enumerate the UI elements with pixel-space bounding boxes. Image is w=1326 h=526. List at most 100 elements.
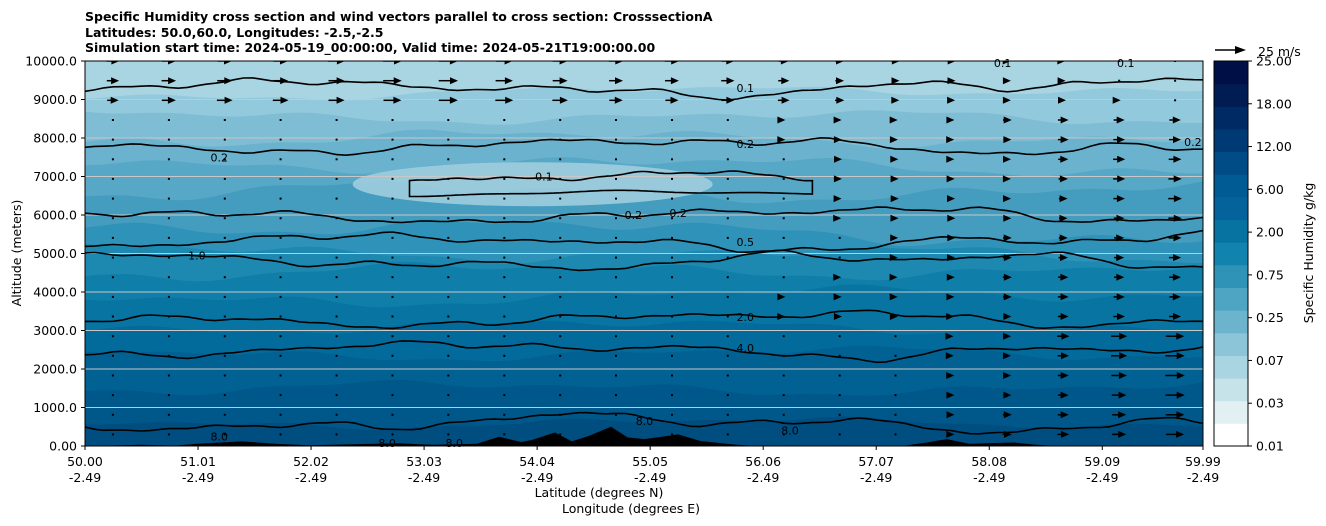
wind-arrow bbox=[167, 315, 170, 318]
wind-arrow bbox=[272, 96, 289, 104]
wind-arrow bbox=[782, 236, 785, 239]
wind-arrow bbox=[1113, 175, 1126, 183]
wind-arrow bbox=[223, 236, 226, 239]
wind-arrow bbox=[838, 433, 841, 436]
wind-arrow bbox=[889, 254, 898, 262]
wind-arrow bbox=[111, 335, 114, 338]
colorbar-segment bbox=[1214, 400, 1248, 424]
wind-arrow bbox=[726, 276, 729, 279]
contour-label: 8.0 bbox=[378, 437, 396, 450]
wind-arrow bbox=[947, 195, 955, 203]
colorbar-segment bbox=[1214, 196, 1248, 221]
wind-arrow bbox=[1168, 234, 1182, 242]
wind-arrow bbox=[726, 138, 729, 141]
colorbar-segment bbox=[1214, 310, 1248, 334]
wind-arrow bbox=[1169, 254, 1182, 262]
wind-arrow bbox=[167, 138, 170, 141]
wind-arrow bbox=[503, 354, 506, 357]
wind-arrow bbox=[279, 276, 282, 279]
wind-arrow bbox=[1003, 313, 1012, 320]
wind-arrow bbox=[447, 119, 450, 121]
contour-label: 8.0 bbox=[781, 425, 799, 438]
wind-arrow bbox=[1169, 313, 1181, 320]
wind-arrow bbox=[223, 138, 226, 141]
wind-arrow bbox=[106, 61, 120, 65]
colorbar-tick-label: 0.03 bbox=[1256, 396, 1284, 411]
colorbar-segment bbox=[1214, 219, 1248, 243]
wind-arrow bbox=[1165, 391, 1185, 399]
grid-lines bbox=[85, 99, 1203, 408]
wind-arrow bbox=[947, 61, 956, 65]
wind-arrow bbox=[782, 354, 785, 357]
contour-label: 0.5 bbox=[737, 236, 755, 249]
colorbar-label: Specific Humidity g/kg bbox=[1301, 183, 1316, 324]
wind-arrow bbox=[335, 413, 338, 416]
wind-arrow bbox=[328, 96, 345, 104]
wind-arrow bbox=[726, 335, 729, 338]
wind-arrow bbox=[223, 217, 226, 220]
x-tick-label-lat: 53.03 bbox=[406, 454, 442, 469]
wind-arrow bbox=[835, 61, 844, 65]
x-axis-label-latitude: Latitude (degrees N) bbox=[535, 485, 664, 500]
wind-arrow bbox=[1166, 430, 1185, 438]
wind-arrow bbox=[1058, 175, 1068, 183]
wind-arrow bbox=[559, 315, 562, 318]
y-tick-label: 1000.0 bbox=[33, 400, 77, 415]
wind-arrow bbox=[946, 391, 955, 399]
wind-arrow bbox=[1057, 61, 1066, 65]
wind-vectors bbox=[106, 61, 1185, 438]
humidity-band bbox=[85, 416, 1203, 446]
wind-arrow bbox=[559, 295, 562, 298]
wind-arrow bbox=[778, 77, 790, 85]
wind-arrow bbox=[782, 276, 785, 279]
wind-arrow bbox=[438, 61, 458, 65]
contour-line-8.0 bbox=[85, 411, 1203, 435]
wind-arrow bbox=[615, 217, 617, 220]
wind-arrow bbox=[552, 77, 568, 85]
wind-reference-label: 25 m/s bbox=[1258, 44, 1301, 59]
wind-arrow bbox=[223, 374, 226, 377]
wind-arrow bbox=[1113, 195, 1125, 203]
wind-arrow bbox=[391, 138, 394, 141]
wind-arrow bbox=[391, 354, 394, 357]
wind-arrow bbox=[1169, 116, 1181, 124]
wind-arrow bbox=[1058, 234, 1068, 242]
wind-arrow bbox=[726, 374, 729, 377]
wind-arrow bbox=[615, 394, 617, 397]
wind-arrow bbox=[391, 158, 394, 161]
wind-arrow bbox=[889, 116, 898, 124]
contour-line-0.1 bbox=[85, 77, 1203, 101]
wind-arrow bbox=[1003, 195, 1011, 203]
wind-arrow bbox=[1168, 175, 1182, 183]
wind-arrow bbox=[777, 293, 786, 301]
x-tick-label-lat: 59.09 bbox=[1084, 454, 1120, 469]
contour-label: 4.0 bbox=[737, 342, 755, 355]
wind-arrow bbox=[279, 394, 282, 397]
wind-arrow bbox=[1174, 79, 1177, 82]
y-axis-label: Altitude (meters) bbox=[9, 200, 24, 307]
contour-line-0.2 bbox=[85, 206, 1203, 224]
wind-arrow bbox=[335, 295, 338, 298]
wind-arrow bbox=[559, 236, 562, 239]
wind-arrow bbox=[726, 256, 729, 259]
wind-arrow bbox=[167, 374, 170, 377]
x-tick-label-lat: 51.01 bbox=[180, 454, 216, 469]
contour-labels: 0.1 0.1 0.1 0.2 0.2 0.2 0.1 0.2 0.2 0.5 1.0 2.0 4.0 8… bbox=[188, 57, 1202, 450]
wind-arrow bbox=[447, 256, 450, 259]
wind-arrow bbox=[279, 119, 282, 121]
wind-arrow bbox=[1114, 273, 1125, 281]
wind-arrow bbox=[1057, 372, 1069, 379]
colorbar-segment bbox=[1214, 378, 1248, 402]
wind-arrow bbox=[111, 158, 114, 161]
wind-arrow bbox=[894, 374, 897, 377]
colorbar-segment bbox=[1214, 423, 1248, 447]
wind-arrow bbox=[1003, 214, 1012, 222]
wind-arrow bbox=[777, 313, 786, 320]
wind-arrow bbox=[615, 236, 617, 239]
wind-arrow bbox=[726, 158, 729, 161]
wind-arrow bbox=[1113, 214, 1125, 222]
wind-arrow bbox=[503, 177, 506, 180]
x-tick-label-lat: 55.05 bbox=[632, 454, 668, 469]
contour-label: 8.0 bbox=[636, 415, 654, 428]
colorbar-segment bbox=[1214, 332, 1248, 356]
